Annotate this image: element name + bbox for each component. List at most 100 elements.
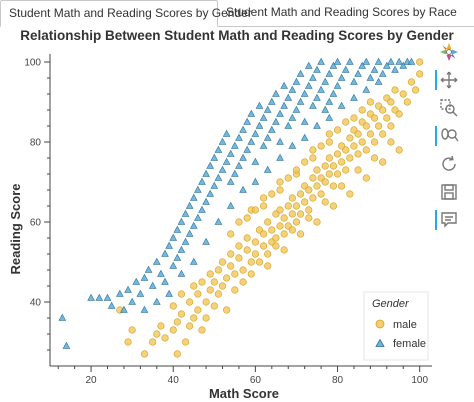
tab-scores-by-race[interactable]: Student Math and Reading Scores by Race — [226, 5, 457, 19]
data-point-female — [366, 73, 375, 81]
reset-icon[interactable] — [437, 152, 461, 176]
data-point-male — [276, 206, 284, 214]
data-point-female — [329, 89, 338, 97]
data-point-female — [374, 77, 383, 85]
data-point-female — [103, 293, 112, 301]
data-point-female — [346, 57, 354, 65]
data-point-male — [296, 210, 305, 218]
data-point-male — [214, 266, 223, 274]
bokeh-logo-icon[interactable] — [437, 40, 461, 64]
data-point-male — [346, 134, 354, 142]
data-point-male — [366, 130, 374, 138]
data-point-male — [309, 146, 317, 154]
data-point-female — [300, 133, 309, 141]
data-point-female — [185, 229, 194, 237]
data-point-male — [301, 158, 309, 166]
data-point-male — [198, 326, 206, 334]
data-point-female — [272, 117, 280, 125]
data-point-female — [284, 93, 293, 101]
data-point-female — [288, 141, 297, 149]
data-point-male — [169, 302, 177, 310]
legend-male-label: male — [393, 319, 417, 331]
plot-area[interactable] — [58, 57, 424, 358]
data-point-male — [333, 150, 342, 158]
data-point-male — [227, 250, 235, 258]
data-point-male — [354, 150, 362, 158]
data-point-female — [362, 85, 371, 93]
data-point-female — [317, 85, 325, 93]
data-point-female — [387, 57, 395, 65]
data-point-female — [407, 57, 416, 65]
data-point-female — [140, 305, 149, 313]
legend-male-marker — [375, 319, 385, 329]
data-point-female — [136, 289, 145, 297]
legend-female-label: female — [393, 338, 426, 350]
tab-scores-by-gender[interactable]: Student Math and Reading Scores by Gende… — [0, 0, 252, 27]
data-point-female — [263, 105, 272, 113]
chart-title: Relationship Between Student Math and Re… — [20, 28, 454, 43]
data-point-male — [403, 98, 411, 106]
box-zoom-icon[interactable] — [437, 96, 461, 120]
data-point-male — [235, 218, 243, 226]
data-point-female — [304, 61, 313, 69]
data-point-female — [226, 177, 235, 185]
data-point-male — [247, 258, 255, 266]
data-point-male — [292, 166, 301, 174]
data-point-female — [177, 217, 186, 225]
data-point-female — [329, 61, 338, 69]
data-point-female — [333, 57, 342, 65]
y-axis-label: Reading Score — [8, 183, 23, 274]
wheel-zoom-icon[interactable] — [435, 124, 461, 148]
wheel-zoom-active-indicator — [435, 126, 437, 146]
data-point-female — [235, 161, 243, 169]
data-point-female — [198, 205, 206, 213]
data-point-female — [152, 297, 161, 305]
data-point-female — [300, 89, 309, 97]
data-point-male — [325, 170, 333, 178]
data-point-male — [342, 146, 350, 154]
data-point-female — [341, 65, 350, 73]
data-point-female — [272, 89, 280, 97]
data-point-female — [259, 113, 268, 121]
data-point-female — [239, 125, 247, 133]
data-point-male — [259, 194, 268, 202]
data-point-female — [259, 141, 268, 149]
data-point-male — [329, 162, 338, 170]
data-point-male — [157, 322, 165, 330]
data-point-male — [407, 78, 416, 86]
data-point-male — [272, 242, 280, 250]
data-point-male — [387, 98, 395, 106]
data-point-female — [296, 69, 305, 77]
data-point-male — [153, 330, 161, 338]
data-point-female — [251, 157, 260, 165]
data-point-male — [321, 178, 329, 186]
data-point-female — [210, 181, 219, 189]
data-point-male — [305, 214, 313, 222]
x-axis-label: Math Score — [209, 386, 279, 401]
data-point-female — [333, 81, 342, 89]
data-point-male — [276, 178, 284, 186]
data-point-male — [321, 162, 329, 170]
data-point-female — [173, 253, 182, 261]
data-point-female — [350, 93, 358, 101]
data-point-male — [309, 154, 317, 162]
data-point-male — [370, 154, 379, 162]
data-point-female — [374, 57, 383, 65]
data-point-male — [416, 70, 424, 78]
data-point-female — [161, 277, 169, 285]
hover-icon[interactable] — [435, 208, 461, 232]
save-icon[interactable] — [437, 180, 461, 204]
hover-active-indicator — [435, 210, 437, 230]
legend-box — [363, 291, 429, 361]
data-point-female — [325, 69, 334, 77]
data-point-male — [206, 270, 214, 278]
data-point-male — [309, 194, 317, 202]
data-point-male — [223, 274, 231, 282]
pan-icon[interactable] — [435, 68, 461, 92]
data-point-female — [140, 273, 149, 281]
data-point-male — [264, 218, 272, 226]
data-point-female — [144, 265, 153, 273]
data-point-male — [305, 206, 313, 214]
data-point-male — [124, 338, 132, 346]
data-point-male — [223, 306, 231, 314]
